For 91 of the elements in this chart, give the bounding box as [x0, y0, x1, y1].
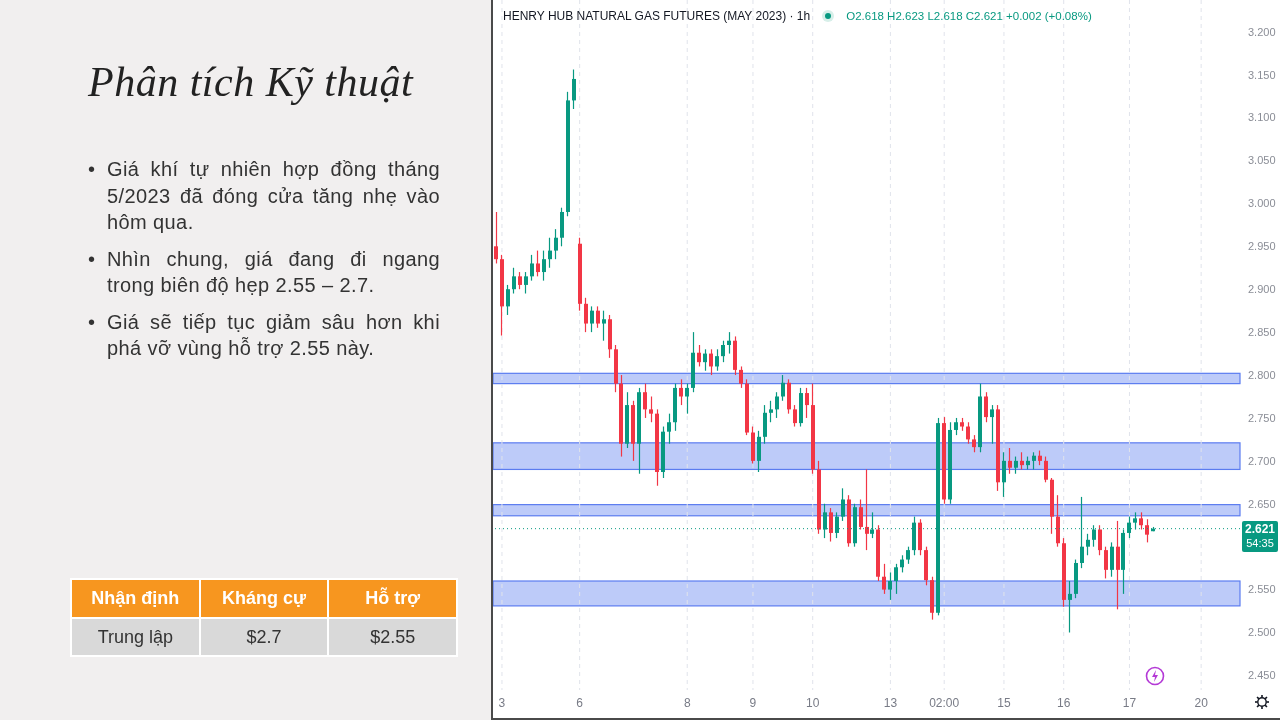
text: $2.55 — [370, 626, 416, 647]
x-tick-label: 02:00 — [929, 695, 960, 710]
y-tick-label: 2.500 — [1248, 626, 1276, 639]
candlestick — [697, 344, 701, 368]
candlestick — [1116, 520, 1120, 610]
candlestick — [1068, 580, 1072, 634]
candlestick — [1145, 518, 1149, 543]
category-label: Hỗ trợ — [329, 580, 456, 617]
candlestick — [685, 383, 689, 415]
candlestick — [1104, 546, 1108, 580]
candlestick — [709, 348, 713, 376]
candlestick — [596, 305, 600, 329]
candlestick — [703, 348, 707, 372]
text: O2.618 H2.623 L2.618 C2.621 +0.002 (+0.08%) — [846, 10, 1092, 22]
candlestick — [1002, 451, 1006, 498]
x-tick-label: 6 — [576, 695, 584, 710]
text: HENRY HUB NATURAL GAS FUTURES (MAY 2023) · 1h — [503, 9, 811, 23]
candlestick — [1086, 533, 1090, 556]
y-tick-label: 2.850 — [1248, 326, 1276, 339]
candlestick — [966, 421, 970, 445]
x-tick-label: 20 — [1194, 695, 1209, 710]
candlestick — [739, 365, 743, 389]
candlestick — [530, 254, 534, 282]
candlestick — [584, 297, 588, 333]
y-tick-label: 3.050 — [1248, 154, 1276, 167]
x-tick-label: 8 — [683, 695, 691, 710]
x-tick-label: 16 — [1057, 695, 1071, 710]
candlestick — [1008, 447, 1012, 475]
candlestick — [524, 271, 528, 295]
candlestick — [506, 284, 510, 316]
ref-line-label: 2.621 — [1244, 521, 1276, 536]
candlestick — [602, 310, 606, 342]
candlestick — [769, 400, 773, 423]
text: • Nhìn chung, giá đang đi ngang trong biên độ hẹp 2.55 – 2.7. — [88, 246, 440, 296]
candlestick — [865, 468, 869, 551]
candlestick — [643, 383, 647, 419]
candlestick — [859, 498, 863, 531]
candlestick — [542, 250, 546, 282]
candlestick — [984, 391, 988, 423]
y-tick-label: 3.000 — [1248, 197, 1276, 210]
y-tick-label: 3.100 — [1248, 111, 1276, 124]
x-tick-label: 3 — [498, 695, 506, 710]
candlestick — [1098, 524, 1102, 556]
x-tick-label: 13 — [883, 695, 898, 710]
candlestick — [829, 507, 833, 543]
text: 54:35 — [1245, 535, 1275, 550]
y-tick-label: 2.800 — [1248, 368, 1276, 381]
candlestick — [667, 413, 671, 445]
candlestick — [888, 571, 892, 601]
y-tick-label: 2.900 — [1248, 283, 1276, 296]
candlestick — [512, 267, 516, 295]
y-tick-label: 2.950 — [1248, 240, 1276, 253]
text: • Giá khí tự nhiên hợp đồng tháng 5/2023 đã đóng cửa tăng nhẹ vào hôm qua. — [88, 157, 440, 233]
candlestick — [727, 331, 731, 355]
candlestick — [548, 237, 552, 269]
candlestick — [554, 228, 558, 260]
candlestick — [781, 374, 785, 402]
candlestick — [715, 348, 719, 372]
text: Phân tích Kỹ thuật — [88, 58, 414, 106]
candlestick — [1110, 541, 1114, 578]
text: $2.7 — [246, 626, 282, 647]
x-tick-label: 10 — [806, 695, 820, 710]
candlestick — [649, 395, 653, 423]
candlestick — [536, 250, 540, 277]
candlestick — [793, 404, 797, 428]
category-label: Nhận định — [72, 580, 199, 617]
candlestick — [805, 387, 809, 419]
category-label: Kháng cự — [200, 580, 328, 617]
y-tick-label: 2.450 — [1248, 669, 1276, 682]
candlestick — [590, 305, 594, 333]
y-tick-label: 2.550 — [1248, 583, 1276, 596]
candlestick — [679, 378, 683, 406]
x-tick-label: 17 — [1122, 695, 1137, 710]
y-tick-label: 3.200 — [1248, 25, 1276, 38]
y-tick-label: 2.700 — [1248, 454, 1276, 467]
text: • Giá sẽ tiếp tục giảm sâu hơn khi phá vỡ vùng hỗ trợ 2.55 này. — [88, 309, 440, 359]
x-tick-label: 15 — [997, 695, 1011, 710]
candlestick — [990, 404, 994, 445]
candlestick — [894, 563, 898, 595]
candlestick — [494, 211, 498, 265]
candlestick — [721, 340, 725, 363]
candlestick — [1044, 455, 1048, 483]
candlestick — [775, 391, 779, 419]
candlestick — [882, 563, 886, 595]
y-tick-label: 3.150 — [1248, 68, 1276, 81]
text: Trung lập — [97, 626, 174, 647]
y-tick-label: 2.750 — [1248, 411, 1276, 424]
x-tick-label: 9 — [749, 695, 757, 710]
candlestick — [572, 68, 576, 110]
candlestick — [841, 487, 845, 522]
y-tick-label: 2.650 — [1248, 497, 1276, 510]
